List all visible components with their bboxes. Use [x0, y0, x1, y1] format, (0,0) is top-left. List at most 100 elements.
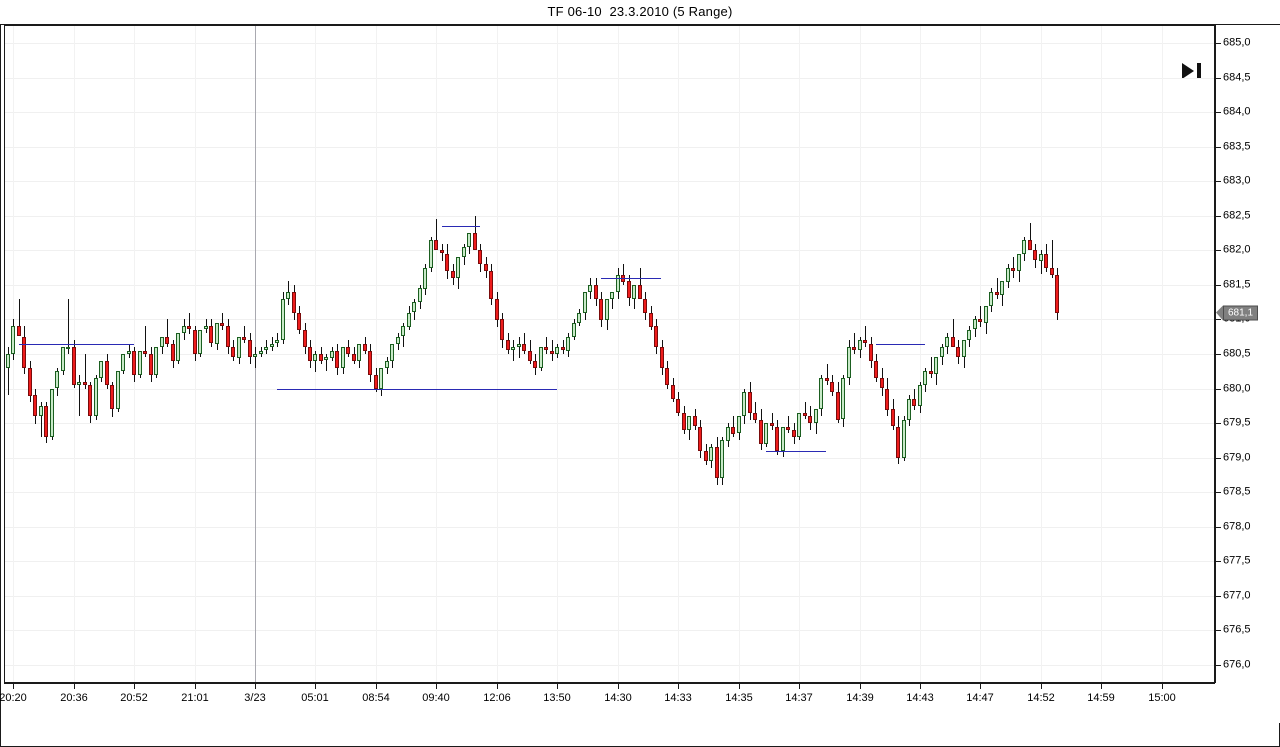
time-axis-tick: [195, 683, 196, 689]
candle-body-down: [17, 326, 21, 336]
resistance-line-2[interactable]: [442, 226, 480, 227]
candle-body-down: [786, 427, 790, 430]
candle-body-down: [929, 371, 933, 374]
candle-body-up: [797, 413, 801, 437]
candle-body-up: [511, 347, 515, 350]
candle-body-down: [880, 378, 884, 388]
candle-body-up: [572, 323, 576, 337]
time-axis-tick: [1162, 683, 1163, 689]
candle-body-down: [165, 337, 169, 344]
candle-body-down: [143, 351, 147, 354]
candle-body-up: [517, 344, 521, 347]
candle-body-down: [643, 299, 647, 313]
price-axis-label: 679,0: [1223, 451, 1251, 464]
candle-body-down: [753, 413, 757, 420]
candle-wick: [733, 416, 734, 437]
time-axis-tick: [678, 683, 679, 689]
price-axis-tick: [1215, 216, 1221, 217]
candle-body-down: [1055, 275, 1059, 313]
candle-body-down: [72, 347, 76, 385]
candle-body-up: [841, 378, 845, 419]
candle-wick: [1013, 257, 1014, 278]
vertical-gridline: [1041, 26, 1042, 682]
candle-body-down: [187, 326, 191, 329]
candle-body-up: [588, 285, 592, 292]
resistance-line-3[interactable]: [601, 278, 661, 279]
time-axis-label: 13:50: [543, 692, 571, 704]
candle-body-up: [934, 357, 938, 374]
time-axis-label: 20:36: [60, 692, 88, 704]
candle-body-down: [248, 340, 252, 357]
horizontal-gridline: [5, 285, 1214, 286]
candle-body-down: [995, 292, 999, 295]
candle-body-up: [77, 382, 81, 385]
skip-to-last-bar-icon[interactable]: [1182, 62, 1206, 80]
candle-body-up: [160, 337, 164, 347]
candle-body-up: [583, 292, 587, 313]
time-axis-label: 15:00: [1148, 692, 1176, 704]
candle-body-up: [94, 378, 98, 416]
price-axis-tick: [1215, 147, 1221, 148]
candle-body-up: [138, 351, 142, 375]
price-axis-tick: [1215, 423, 1221, 424]
time-axis-label: 14:39: [846, 692, 874, 704]
candle-body-down: [445, 254, 449, 271]
candle-wick: [546, 337, 547, 354]
horizontal-gridline: [5, 665, 1214, 666]
price-axis-tick: [1215, 78, 1221, 79]
candle-body-up: [270, 344, 274, 347]
page-title: TF 06-10 23.3.2010 (5 Range): [547, 4, 733, 19]
time-axis-tick: [799, 683, 800, 689]
candle-body-down: [599, 299, 603, 320]
candle-wick: [244, 326, 245, 343]
candle-body-up: [610, 292, 614, 299]
vertical-gridline: [376, 26, 377, 682]
candle-body-down: [704, 451, 708, 461]
candle-body-down: [500, 319, 504, 340]
horizontal-gridline: [5, 147, 1214, 148]
candle-body-down: [451, 271, 455, 278]
chart-plot-area[interactable]: © 2010 NinjaTrader, LLC: [4, 25, 1215, 683]
candle-body-down: [671, 385, 675, 399]
vertical-gridline: [980, 26, 981, 682]
candle-body-down: [869, 344, 873, 361]
candle-body-up: [286, 292, 290, 299]
resistance-line-4[interactable]: [876, 344, 925, 345]
candle-body-up: [6, 354, 10, 368]
candle-wick: [1002, 285, 1003, 306]
candle-body-up: [687, 416, 691, 430]
vertical-gridline: [1162, 26, 1163, 682]
candle-body-up: [330, 351, 334, 358]
time-axis-tick: [1041, 683, 1042, 689]
time-axis[interactable]: 20:20 20:36 20:52 21:01 3/23 05:01 08:54 09:40 1…: [0, 683, 1280, 723]
candle-body-down: [676, 399, 680, 413]
candle-body-down: [665, 368, 669, 385]
candle-body-up: [907, 399, 911, 420]
candle-wick: [68, 299, 69, 354]
candle-body-down: [1044, 254, 1048, 268]
resistance-line-1[interactable]: [19, 344, 134, 345]
candle-body-down: [522, 344, 526, 351]
candle-body-up: [720, 440, 724, 478]
candle-wick: [1052, 240, 1053, 278]
price-axis-tick: [1215, 630, 1221, 631]
horizontal-gridline: [5, 389, 1214, 390]
candle-body-down: [836, 392, 840, 420]
time-axis-label: 14:59: [1087, 692, 1115, 704]
price-axis-label: 681,5: [1223, 278, 1251, 291]
support-line-2[interactable]: [766, 451, 826, 452]
candle-body-down: [220, 323, 224, 326]
candle-body-down: [149, 354, 153, 375]
current-price-marker: 681,1: [1223, 305, 1259, 321]
support-line-1[interactable]: [277, 389, 557, 390]
candle-body-down: [352, 354, 356, 361]
horizontal-gridline: [5, 596, 1214, 597]
candle-wick: [689, 423, 690, 440]
time-axis-tick: [315, 683, 316, 689]
horizontal-gridline: [5, 112, 1214, 113]
time-axis-tick: [860, 683, 861, 689]
candle-body-up: [726, 427, 730, 441]
price-axis[interactable]: 685,0 684,5 684,0 683,5 683,0 682,5 682,0 681,5…: [1215, 25, 1280, 683]
time-axis-label: 14:30: [604, 692, 632, 704]
